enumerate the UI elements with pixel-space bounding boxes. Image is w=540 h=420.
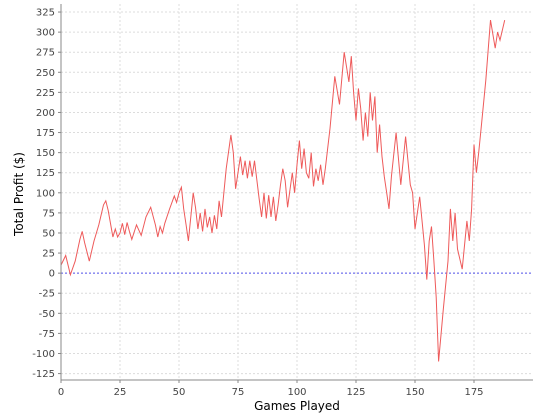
x-tick-label: 25 (114, 387, 127, 398)
x-axis-label: Games Played (254, 399, 340, 413)
y-tick-label: 325 (36, 8, 55, 19)
y-tick-label: -25 (39, 289, 55, 300)
y-tick-label: 300 (36, 28, 55, 39)
y-tick-label: 25 (42, 249, 55, 260)
x-tick-label: 150 (405, 387, 424, 398)
y-tick-label: 275 (36, 48, 55, 59)
y-tick-label: 250 (36, 68, 55, 79)
y-tick-label: 175 (36, 128, 55, 139)
tick-labels: -125 -100 -75 -50 -25 0 25 50 75 100 125 150 175 200 2… (32, 8, 483, 398)
y-tick-label: 75 (42, 208, 55, 219)
y-tick-label: -100 (32, 349, 55, 360)
grid-lines (60, 4, 533, 380)
y-tick-label: 200 (36, 108, 55, 119)
axes (58, 4, 533, 383)
y-tick-label: 0 (49, 269, 55, 280)
y-tick-label: 50 (42, 228, 55, 239)
y-tick-label: -125 (32, 369, 55, 380)
x-tick-label: 175 (464, 387, 483, 398)
y-tick-label: 100 (36, 188, 55, 199)
y-tick-label: 225 (36, 88, 55, 99)
y-axis-label: Total Profit ($) (12, 152, 26, 237)
y-tick-label: -75 (39, 329, 55, 340)
profit-series-line (60, 19, 506, 362)
x-tick-label: 0 (58, 387, 64, 398)
x-tick-label: 125 (346, 387, 365, 398)
x-tick-label: 100 (287, 387, 306, 398)
y-tick-label: 150 (36, 148, 55, 159)
x-tick-label: 50 (173, 387, 186, 398)
x-tick-label: 75 (232, 387, 245, 398)
y-tick-label: 125 (36, 168, 55, 179)
y-tick-label: -50 (39, 309, 55, 320)
series-layer (60, 19, 506, 362)
